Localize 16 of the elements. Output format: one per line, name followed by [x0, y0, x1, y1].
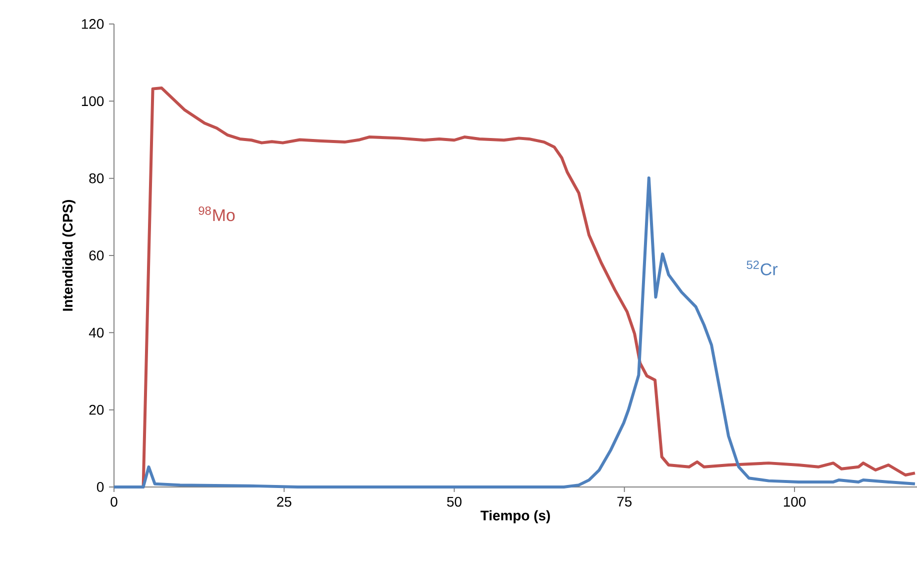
y-tick-label: 0 [96, 482, 104, 492]
y-tick-label: 60 [89, 250, 104, 260]
y-axis-title: Intendidad (CPS) [62, 200, 76, 311]
x-tick-label: 75 [617, 496, 632, 507]
x-axis-title: Tiempo (s) [480, 510, 550, 524]
y-tick-label: 100 [82, 96, 104, 106]
x-tick-label: 25 [277, 496, 292, 507]
y-tick-label: 120 [82, 19, 104, 29]
y-tick-label: 40 [88, 328, 104, 338]
x-tick-label: 100 [784, 496, 806, 507]
text: $^{52}$Cr [746, 260, 778, 276]
text: $^{98}$Mo [198, 206, 235, 222]
x-tick-label: 50 [447, 496, 462, 507]
y-tick-label: 20 [89, 404, 104, 415]
y-tick-label: 80 [89, 173, 104, 184]
x-tick-label: 0 [110, 496, 118, 507]
